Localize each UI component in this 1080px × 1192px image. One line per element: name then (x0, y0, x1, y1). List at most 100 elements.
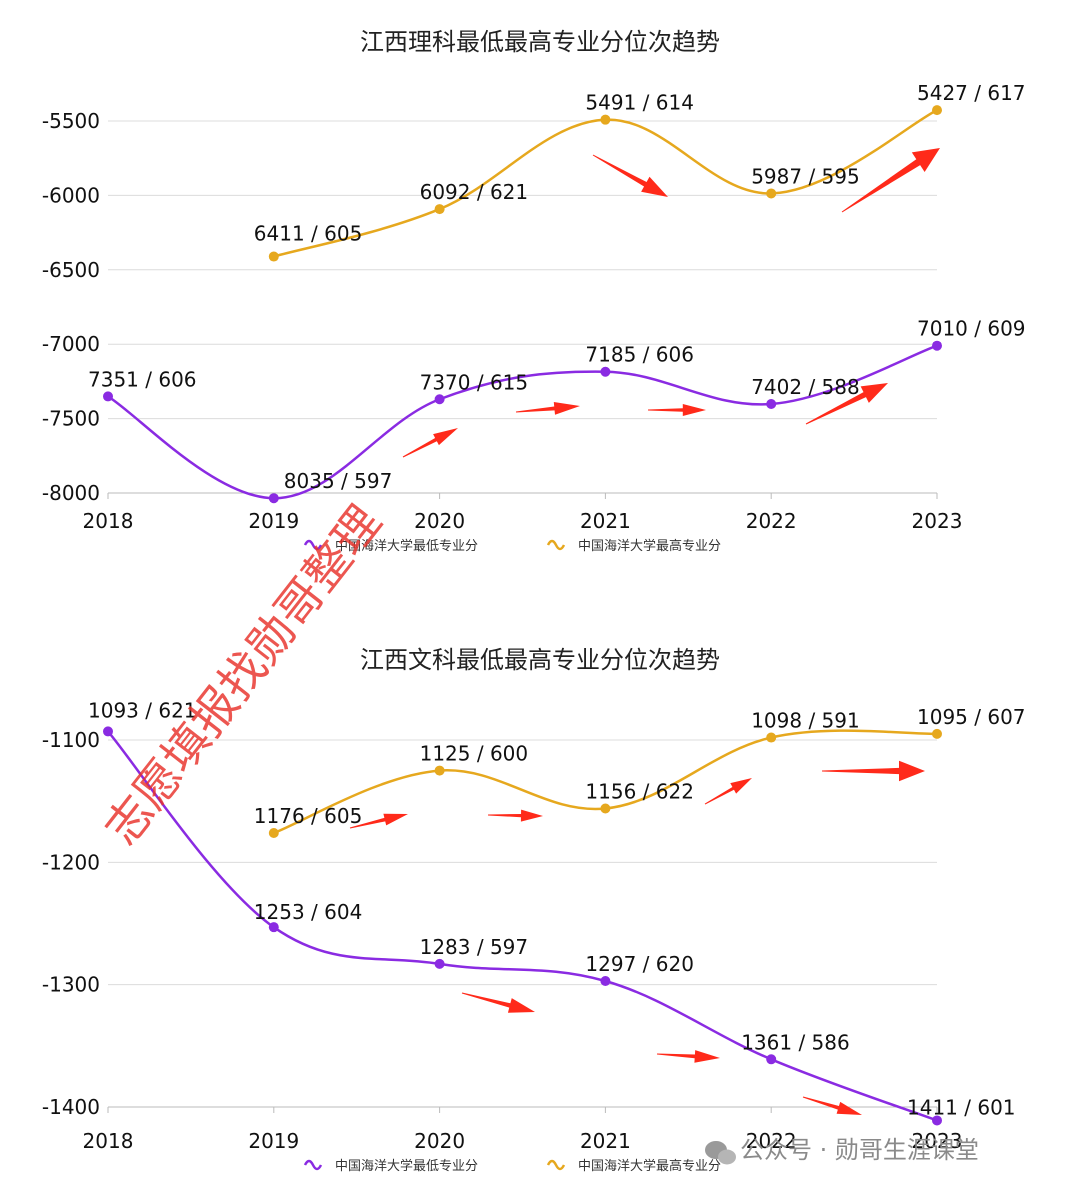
series-max: 6411 / 605 6092 / 621 5491 / 614 5987 / 595… (254, 81, 1026, 262)
y-tick-label: -1100 (42, 728, 100, 752)
data-label: 1093 / 621 (88, 698, 197, 722)
x-tick-label: 2020 (414, 1129, 465, 1153)
data-point[interactable] (600, 114, 611, 125)
red-arrow (802, 1096, 862, 1115)
x-tick-label: 2023 (912, 509, 963, 533)
legend: 中国海洋大学最低专业分 中国海洋大学最高专业分 (303, 1158, 721, 1174)
wechat-bubble-small (718, 1149, 736, 1165)
y-tick-label: -1200 (42, 850, 100, 874)
wechat-icon (705, 1141, 736, 1165)
x-tick-label: 2018 (83, 509, 134, 533)
red-arrow (656, 1050, 720, 1063)
red-arrow (487, 809, 543, 822)
legend-swatch[interactable] (303, 539, 323, 551)
data-label: 1361 / 586 (741, 1030, 850, 1054)
data-point[interactable] (766, 188, 777, 199)
y-tick-label: -5500 (42, 109, 100, 133)
annotation-arrows (349, 148, 940, 1115)
data-point[interactable] (600, 366, 611, 377)
y-tick-label: -7000 (42, 332, 100, 356)
x-tick-label: 2019 (248, 1129, 299, 1153)
y-tick-label: -1400 (42, 1095, 100, 1119)
data-label: 7402 / 588 (751, 375, 860, 399)
x-tick-label: 2022 (746, 509, 797, 533)
series-min: 7351 / 606 8035 / 597 7370 / 615 7185 / 606… (88, 317, 1026, 504)
data-point[interactable] (434, 958, 445, 969)
data-point[interactable] (268, 493, 279, 504)
data-label: 7010 / 609 (917, 317, 1026, 341)
data-label: 5987 / 595 (751, 164, 860, 188)
data-label: 5491 / 614 (585, 91, 694, 115)
data-point[interactable] (434, 765, 445, 776)
data-point[interactable] (268, 922, 279, 933)
red-arrow (704, 778, 752, 805)
red-arrow (592, 154, 668, 197)
x-tick-label: 2022 (746, 1129, 797, 1153)
red-arrow (822, 760, 925, 782)
data-point[interactable] (434, 394, 445, 405)
data-label: 1253 / 604 (254, 900, 363, 924)
data-label: 7351 / 606 (88, 367, 197, 391)
legend-label[interactable]: 中国海洋大学最高专业分 (578, 538, 721, 554)
data-point[interactable] (766, 399, 777, 410)
data-label: 8035 / 597 (284, 469, 393, 493)
legend-swatch[interactable] (303, 1159, 323, 1171)
x-tick-label: 2023 (912, 1129, 963, 1153)
y-tick-label: -8000 (42, 481, 100, 505)
legend-label[interactable]: 中国海洋大学最低专业分 (335, 538, 478, 554)
legend-swatch[interactable] (546, 1159, 566, 1171)
data-point[interactable] (766, 732, 777, 743)
red-arrow (805, 383, 888, 425)
red-arrow (402, 428, 458, 458)
chart-2: 江西文科最低最高专业分位次趋势 -1100 -1200 -1300 -1400 2018 2… (42, 646, 1026, 1174)
data-label: 1125 / 600 (420, 742, 529, 766)
series-min: 1093 / 621 1253 / 604 1283 / 597 1297 / 620… (88, 698, 1016, 1126)
legend-label[interactable]: 中国海洋大学最高专业分 (578, 1158, 721, 1174)
data-label: 1283 / 597 (420, 935, 529, 959)
red-arrow (841, 148, 940, 213)
series-line (107, 344, 938, 500)
data-point[interactable] (268, 827, 279, 838)
data-point[interactable] (268, 251, 279, 262)
red-arrow (349, 813, 408, 829)
chart-1: 江西理科最低最高专业分位次趋势 -5500 -6000 -6500 -7000 -7500… (42, 28, 1026, 554)
series-line (107, 730, 938, 1122)
data-point[interactable] (766, 1054, 777, 1065)
chart-title: 江西文科最低最高专业分位次趋势 (360, 646, 720, 674)
data-point[interactable] (600, 803, 611, 814)
x-tick-label: 2018 (83, 1129, 134, 1153)
data-label: 5427 / 617 (917, 81, 1026, 105)
data-label: 1095 / 607 (917, 705, 1026, 729)
data-point[interactable] (600, 975, 611, 986)
x-tick-label: 2021 (580, 1129, 631, 1153)
legend-label[interactable]: 中国海洋大学最低专业分 (335, 1158, 478, 1174)
red-arrow (461, 992, 535, 1013)
footer: 公众号 · 勋哥生涯课堂 (705, 1136, 979, 1165)
data-point[interactable] (434, 204, 445, 215)
data-label: 1297 / 620 (585, 952, 694, 976)
data-label: 1411 / 601 (907, 1095, 1016, 1119)
red-arrow (648, 404, 706, 416)
legend: 中国海洋大学最低专业分 中国海洋大学最高专业分 (303, 538, 721, 554)
footer-text: 公众号 · 勋哥生涯课堂 (740, 1136, 979, 1164)
red-arrow (515, 402, 580, 415)
y-tick-label: -6000 (42, 183, 100, 207)
series-max: 1176 / 605 1125 / 600 1156 / 622 1098 / 591… (254, 705, 1026, 838)
data-point[interactable] (103, 391, 113, 402)
y-tick-label: -6500 (42, 258, 100, 282)
y-tick-label: -1300 (42, 973, 100, 997)
x-tick-label: 2020 (414, 509, 465, 533)
y-tick-label: -7500 (42, 407, 100, 431)
data-point[interactable] (103, 726, 113, 737)
data-label: 7370 / 615 (420, 370, 529, 394)
watermark-text: 志愿填报找勋哥整理 (94, 495, 391, 854)
data-label: 6092 / 621 (420, 180, 529, 204)
data-point[interactable] (932, 728, 942, 739)
data-label: 1176 / 605 (254, 804, 363, 828)
data-label: 7185 / 606 (585, 343, 694, 367)
data-point[interactable] (932, 105, 942, 116)
legend-swatch[interactable] (546, 539, 566, 551)
data-point[interactable] (932, 1115, 942, 1126)
x-tick-label: 2019 (248, 509, 299, 533)
data-point[interactable] (932, 340, 942, 351)
